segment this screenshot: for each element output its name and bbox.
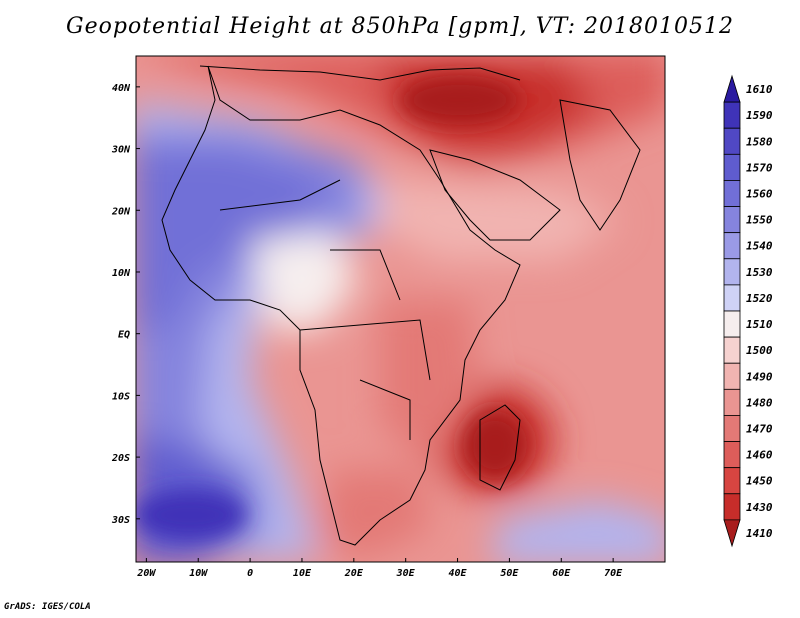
colorbar-label: 1520	[746, 292, 773, 305]
madagascar-core	[463, 410, 527, 480]
south-africa-low	[320, 470, 430, 560]
colorbar-swatch	[723, 388, 741, 416]
lon-label: 10W	[189, 568, 208, 579]
colorbar-label: 1570	[746, 161, 773, 174]
colorbar-label: 1410	[746, 527, 773, 540]
colorbar-swatch	[723, 441, 741, 469]
colorbar-swatch	[723, 284, 741, 312]
colorbar-label: 1580	[746, 135, 773, 148]
south-atlantic-core	[136, 490, 245, 540]
colorbar-swatch	[723, 336, 741, 364]
colorbar-swatch	[723, 493, 741, 521]
colorbar-label: 1540	[746, 240, 773, 253]
lat-label: 10S	[112, 391, 130, 402]
lat-label: 20S	[111, 453, 130, 464]
lat-label: EQ	[118, 330, 130, 341]
colorbar-swatch	[723, 74, 741, 103]
lat-label: 40N	[112, 83, 131, 94]
colorbar-swatch	[723, 101, 741, 129]
lat-label: 30S	[111, 515, 130, 526]
colorbar-label: 1590	[746, 109, 773, 122]
colorbar-swatch	[723, 519, 741, 548]
indian-ocean-high	[490, 500, 665, 562]
lon-label: 10E	[293, 568, 312, 579]
europe-coast	[199, 65, 521, 81]
colorbar-label: 1450	[746, 475, 773, 488]
height-field	[136, 56, 665, 562]
colorbar-swatch	[723, 258, 741, 286]
map-frame	[135, 55, 666, 563]
africa-outline	[161, 65, 521, 546]
colorbar-label: 1430	[746, 501, 773, 514]
colorbar-label: 1480	[746, 396, 773, 409]
colorbar-swatch	[723, 206, 741, 234]
lon-label: 50E	[500, 568, 519, 579]
coastlines	[161, 65, 641, 546]
colorbar-swatch	[723, 153, 741, 181]
lon-label: 0	[247, 568, 253, 579]
colorbar-swatch	[723, 310, 741, 338]
colorbar-swatch	[723, 415, 741, 442]
india-outline	[559, 99, 641, 231]
lon-label: 40E	[449, 568, 468, 579]
colorbar: 1610 1590 1580 1570 1560 1550 1540 1530 1520 1510…	[723, 74, 773, 548]
colorbar-label: 1560	[746, 188, 773, 201]
colorbar-label: 1500	[746, 344, 773, 357]
latitude-axis: 40N 30N 20N 10N EQ 10S 20S 30S	[111, 83, 140, 526]
colorbar-label: 1550	[746, 214, 773, 227]
gulf-guinea-neutral	[250, 230, 360, 330]
colorbar-label: 1610	[746, 83, 773, 96]
colorbar-swatch	[723, 362, 741, 390]
colorbar-swatch	[723, 127, 741, 155]
colorbar-label: 1470	[746, 423, 773, 436]
lat-label: 30N	[111, 145, 131, 156]
east-africa-low	[380, 300, 480, 470]
colorbar-swatch	[723, 180, 741, 207]
madagascar-outline	[479, 404, 521, 491]
chart-title: Geopotential Height at 850hPa [gpm], VT:…	[66, 14, 734, 39]
grads-credit: GrADS: IGES/COLA	[4, 602, 91, 612]
sahara-high	[136, 150, 330, 330]
arabia-outline	[429, 149, 561, 241]
longitude-axis: 20W 10W 0 10E 20E 30E 40E 50E 60E 70E	[136, 558, 623, 579]
lon-label: 20E	[344, 568, 364, 579]
lon-label: 60E	[552, 568, 571, 579]
colorbar-label: 1490	[746, 370, 773, 383]
colorbar-label: 1460	[746, 449, 773, 462]
colorbar-swatch	[723, 467, 741, 495]
lon-label: 30E	[396, 568, 416, 579]
lon-label: 70E	[604, 568, 623, 579]
lat-label: 20N	[111, 206, 131, 217]
arabia-pale	[380, 180, 620, 260]
country-borders	[219, 179, 431, 440]
colorbar-label: 1530	[746, 266, 773, 279]
lon-label: 20W	[136, 568, 156, 579]
lat-label: 10N	[112, 268, 131, 279]
colorbar-label: 1510	[746, 318, 773, 331]
turkey-core	[400, 75, 520, 125]
colorbar-swatch	[723, 232, 741, 260]
